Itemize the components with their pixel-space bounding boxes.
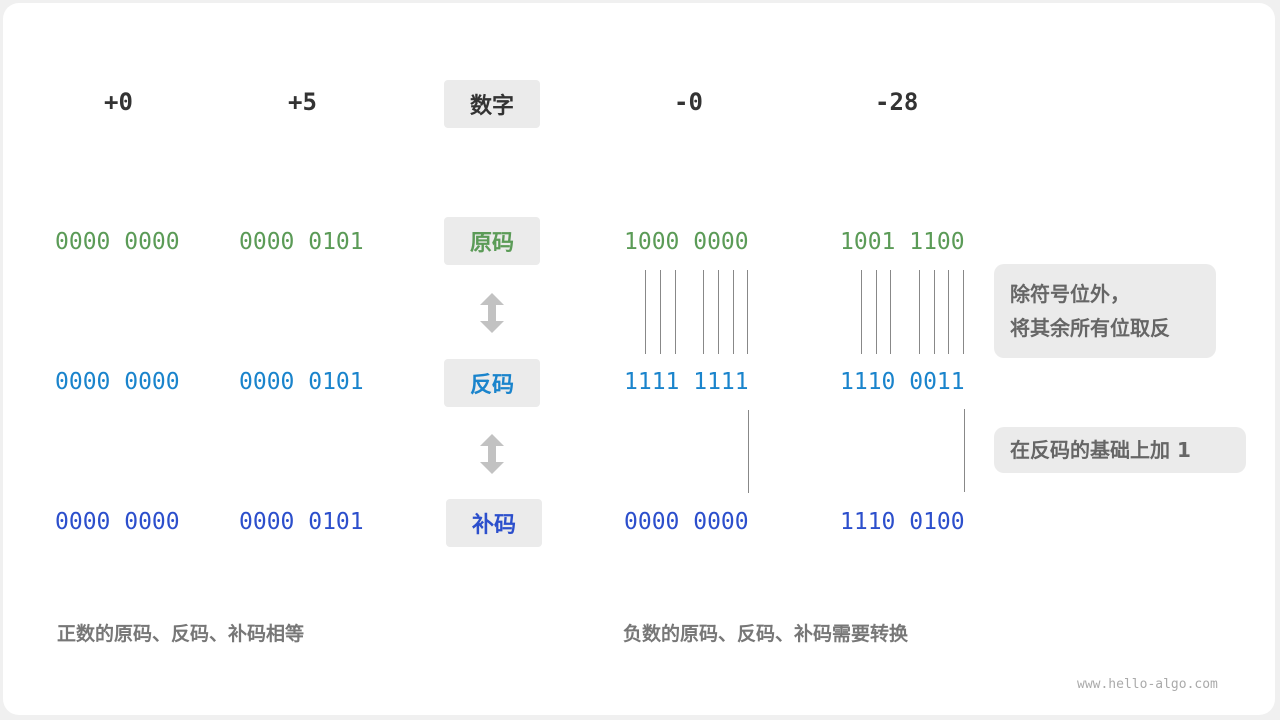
diagram-canvas bbox=[3, 3, 1275, 715]
bit-line bbox=[934, 270, 935, 354]
watermark: www.hello-algo.com bbox=[1077, 677, 1218, 692]
ones-pos5: 0000 0101 bbox=[239, 369, 364, 395]
note-add-one: 在反码的基础上加 1 bbox=[994, 427, 1246, 473]
bit-line bbox=[963, 270, 964, 354]
add-line bbox=[748, 410, 749, 493]
orig-neg28: 1001 1100 bbox=[840, 229, 965, 255]
label-number: 数字 bbox=[444, 80, 540, 128]
label-original: 原码 bbox=[444, 217, 540, 265]
bit-line bbox=[675, 270, 676, 354]
note-invert-line2: 将其余所有位取反 bbox=[1010, 316, 1170, 340]
header-pos0: +0 bbox=[104, 88, 133, 116]
note-invert: 除符号位外， 将其余所有位取反 bbox=[994, 264, 1216, 358]
header-pos5: +5 bbox=[288, 88, 317, 116]
bit-line bbox=[718, 270, 719, 354]
label-ones-complement: 反码 bbox=[444, 359, 540, 407]
note-invert-line1: 除符号位外， bbox=[1010, 282, 1130, 306]
footer-negative: 负数的原码、反码、补码需要转换 bbox=[623, 623, 909, 645]
bit-line bbox=[733, 270, 734, 354]
footer-positive: 正数的原码、反码、补码相等 bbox=[57, 623, 305, 645]
ones-neg0: 1111 1111 bbox=[624, 369, 749, 395]
double-arrow-icon bbox=[480, 293, 504, 333]
ones-neg28: 1110 0011 bbox=[840, 369, 965, 395]
bit-line bbox=[890, 270, 891, 354]
bit-line bbox=[660, 270, 661, 354]
twos-pos0: 0000 0000 bbox=[55, 509, 180, 535]
bit-line bbox=[861, 270, 862, 354]
orig-neg0: 1000 0000 bbox=[624, 229, 749, 255]
bit-line bbox=[747, 270, 748, 354]
ones-pos0: 0000 0000 bbox=[55, 369, 180, 395]
orig-pos5: 0000 0101 bbox=[239, 229, 364, 255]
twos-neg0: 0000 0000 bbox=[624, 509, 749, 535]
twos-neg28: 1110 0100 bbox=[840, 509, 965, 535]
bit-line bbox=[645, 270, 646, 354]
bit-line bbox=[919, 270, 920, 354]
bit-line bbox=[876, 270, 877, 354]
orig-pos0: 0000 0000 bbox=[55, 229, 180, 255]
bit-line bbox=[703, 270, 704, 354]
header-neg0: -0 bbox=[674, 88, 703, 116]
label-twos-complement: 补码 bbox=[446, 499, 542, 547]
bit-line bbox=[948, 270, 949, 354]
add-line bbox=[964, 409, 965, 492]
double-arrow-icon bbox=[480, 434, 504, 474]
twos-pos5: 0000 0101 bbox=[239, 509, 364, 535]
header-neg28: -28 bbox=[875, 88, 919, 116]
